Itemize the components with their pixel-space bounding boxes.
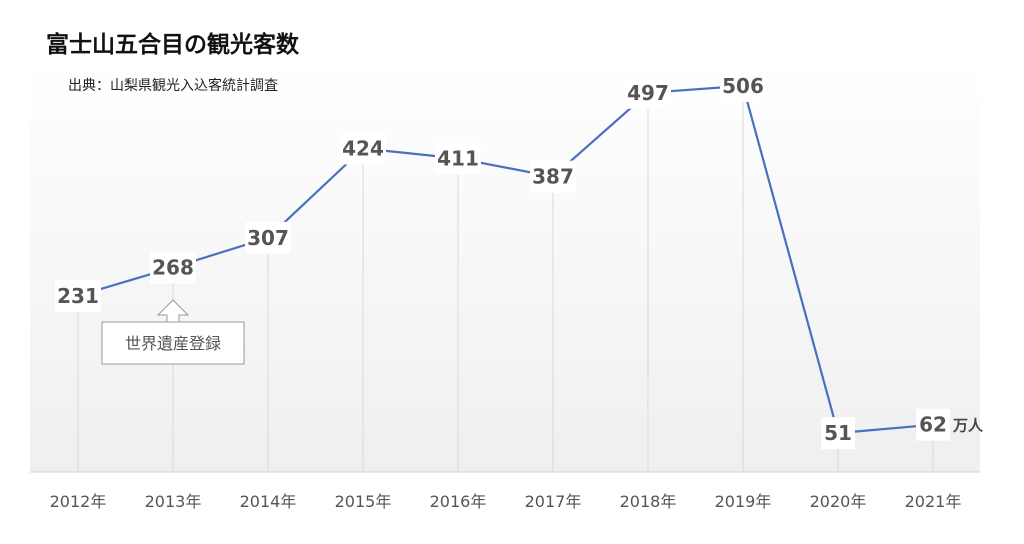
data-label-background — [916, 408, 950, 441]
data-label-background — [435, 142, 481, 175]
chart-title: 富士山五合目の観光客数 — [46, 31, 300, 58]
x-tick-labels: 2012年 2013年 2014年 2015年 2016年 2017年 2018年 2019年… — [50, 492, 962, 511]
x-tick-label: 2017年 — [525, 492, 582, 511]
data-label: 497 — [627, 81, 669, 105]
chart-source: 出典：山梨県観光入込客統計調査 — [68, 77, 278, 94]
x-tick-label: 2014年 — [240, 492, 297, 511]
data-label: 387 — [532, 165, 574, 189]
data-label-background — [720, 69, 766, 102]
data-labels: 231 268 307 424 411 387 497 506 51 62 — [55, 69, 950, 450]
x-tick-label: 2012年 — [50, 492, 107, 511]
x-tick-label: 2018年 — [620, 492, 677, 511]
unit-label: 万人 — [952, 417, 984, 435]
x-tick-label: 2016年 — [430, 492, 487, 511]
x-tick-label: 2019年 — [715, 492, 772, 511]
data-label-background — [150, 251, 196, 284]
data-label: 231 — [57, 284, 99, 308]
annotation-text: 世界遺産登録 — [125, 334, 221, 353]
data-label: 62 — [919, 413, 947, 437]
data-label-background — [821, 417, 855, 450]
data-label: 51 — [824, 421, 852, 445]
data-label-background — [530, 160, 576, 193]
data-label: 411 — [437, 146, 479, 170]
data-label: 268 — [152, 256, 194, 280]
data-label: 307 — [247, 226, 289, 250]
x-tick-label: 2013年 — [145, 492, 202, 511]
data-label-background — [625, 76, 671, 109]
annotation-box — [101, 321, 245, 365]
grid-lines — [77, 99, 934, 472]
series-line — [77, 84, 934, 435]
annotation-group: 世界遺産登録 — [101, 299, 245, 365]
data-label-background — [245, 221, 291, 254]
data-label: 424 — [342, 137, 384, 161]
data-label-background — [340, 132, 386, 165]
x-tick-label: 2015年 — [335, 492, 392, 511]
data-label: 506 — [722, 74, 764, 98]
data-label-background — [55, 279, 101, 312]
x-tick-label: 2020年 — [810, 492, 867, 511]
x-tick-label: 2021年 — [905, 492, 962, 511]
